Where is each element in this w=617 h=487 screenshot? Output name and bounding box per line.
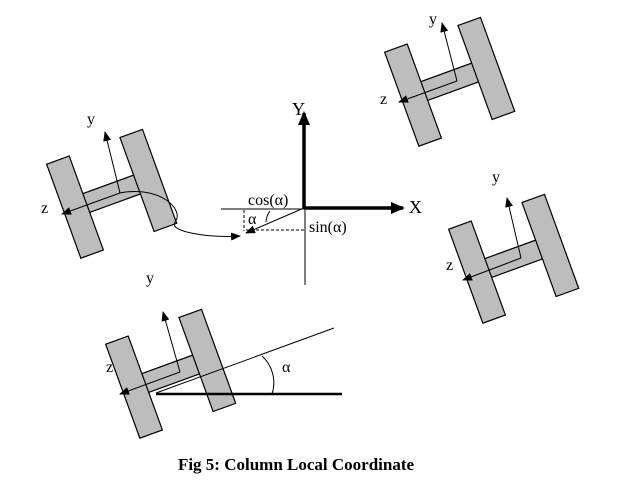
i-section-right-middle: y z bbox=[446, 169, 580, 324]
z-axis-arrow bbox=[398, 80, 458, 103]
alpha-arc bbox=[261, 355, 275, 395]
z-axis-label: z bbox=[446, 257, 453, 274]
y-axis-label: y bbox=[492, 169, 500, 186]
y-axis-label: y bbox=[429, 11, 437, 28]
y-axis-arrow bbox=[103, 131, 121, 194]
local-axis-projection-arrow bbox=[245, 207, 305, 234]
z-axis-label: z bbox=[41, 200, 48, 217]
global-axes: Y X cos(α) sin(α) α bbox=[221, 99, 422, 285]
alpha-arc bbox=[265, 210, 271, 223]
curved-leader-arrow bbox=[119, 191, 241, 241]
alpha-label: α bbox=[282, 359, 291, 376]
alpha-label: α bbox=[248, 211, 257, 228]
y-axis-label: y bbox=[87, 111, 95, 128]
y-axis-arrow bbox=[161, 311, 181, 373]
z-axis-arrow bbox=[462, 257, 522, 281]
z-axis-arrow bbox=[119, 371, 181, 395]
z-axis-label: z bbox=[106, 359, 113, 376]
y-axis-arrow bbox=[505, 197, 522, 259]
i-section-bottom: y z α bbox=[104, 270, 342, 439]
i-section-top-left: y z bbox=[41, 111, 241, 259]
y-axis-label: y bbox=[146, 270, 154, 287]
y-axis-arrow bbox=[440, 22, 458, 82]
sin-alpha-label: sin(α) bbox=[309, 219, 347, 236]
i-section-top-right: y z bbox=[380, 11, 516, 147]
figure-caption: Fig 5: Column Local Coordinate bbox=[177, 455, 415, 474]
global-y-label: Y bbox=[292, 99, 305, 119]
z-axis-label: z bbox=[380, 91, 387, 108]
z-axis-arrow bbox=[61, 192, 121, 215]
cos-alpha-label: cos(α) bbox=[248, 192, 288, 209]
inclined-local-axis-line bbox=[155, 327, 335, 394]
global-x-label: X bbox=[409, 197, 422, 217]
